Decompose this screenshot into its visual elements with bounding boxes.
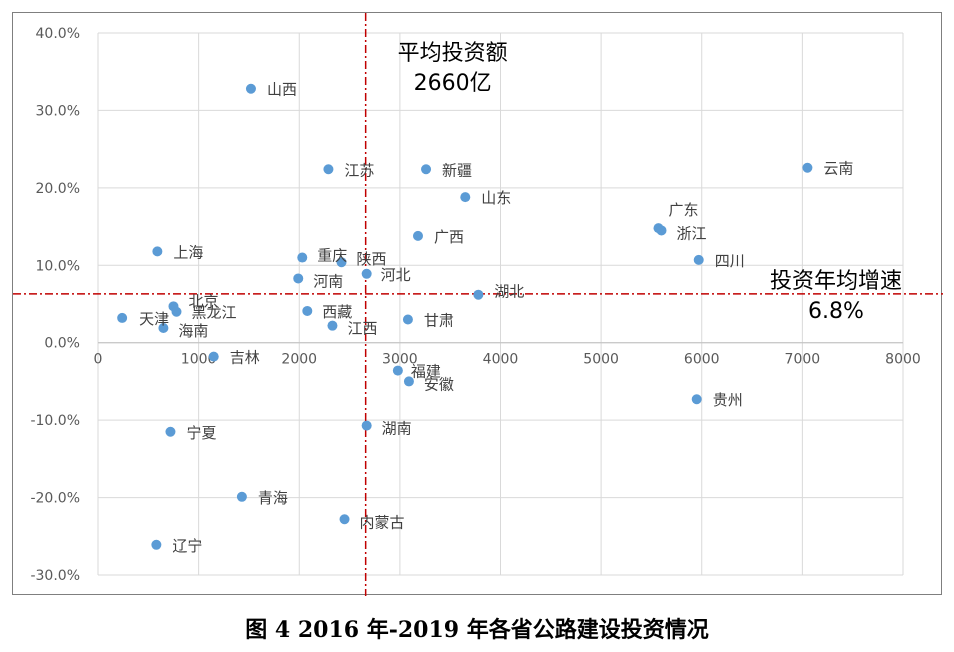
point-label: 河北 — [381, 266, 411, 284]
data-point — [293, 273, 304, 284]
data-points — [117, 83, 813, 550]
data-point — [403, 376, 414, 387]
average-growth-value: 6.8% — [808, 299, 864, 324]
data-point — [302, 305, 313, 316]
data-point — [323, 164, 334, 175]
data-point — [327, 320, 338, 331]
x-tick-label: 7000 — [785, 352, 821, 368]
point-label: 北京 — [188, 292, 218, 310]
y-tick-label: -30.0% — [30, 568, 80, 584]
x-tick-label: 2000 — [281, 352, 317, 368]
point-label: 河南 — [313, 272, 343, 290]
average-growth-title: 投资年均增速 — [770, 269, 902, 294]
axes: 40.0% 30.0% 20.0% 10.0% 0.0% -10.0% -20.0% -30.… — [30, 26, 920, 584]
point-label: 青海 — [258, 489, 288, 507]
point-label: 湖南 — [382, 420, 412, 438]
point-label: 浙江 — [677, 224, 707, 242]
point-label: 广西 — [434, 228, 464, 246]
reference-lines — [13, 13, 943, 596]
point-label: 上海 — [173, 243, 203, 261]
point-label: 山东 — [481, 189, 511, 207]
point-label: 江西 — [347, 320, 377, 338]
y-tick-label: 10.0% — [36, 258, 80, 274]
x-tick-label: 8000 — [885, 352, 921, 368]
data-point — [336, 257, 347, 268]
data-point — [297, 252, 308, 263]
data-point — [208, 351, 219, 362]
point-label: 天津 — [139, 310, 169, 328]
point-label: 黑龙江 — [191, 304, 236, 322]
y-tick-label: -20.0% — [30, 491, 80, 507]
average-investment-value: 2660亿 — [414, 71, 492, 96]
data-point — [392, 365, 403, 376]
data-point — [421, 164, 432, 175]
y-tick-label: 20.0% — [36, 181, 80, 197]
average-investment-title: 平均投资额 — [398, 41, 508, 66]
data-point — [245, 83, 256, 94]
point-label: 广东 — [668, 201, 698, 219]
data-point — [236, 491, 247, 502]
y-tick-label: 30.0% — [36, 103, 80, 119]
figure-caption: 图 4 2016 年-2019 年各省公路建设投资情况 — [245, 617, 709, 643]
x-tick-label: 4000 — [483, 352, 519, 368]
x-tick-label: 5000 — [583, 352, 619, 368]
data-point — [361, 420, 372, 431]
point-label: 贵州 — [713, 391, 743, 409]
data-point — [152, 246, 163, 257]
x-tick-label: 6000 — [684, 352, 720, 368]
point-label: 重庆 — [317, 247, 347, 265]
point-label: 甘肃 — [424, 311, 454, 329]
data-point — [361, 268, 372, 279]
point-label: 江苏 — [344, 161, 374, 179]
point-label: 吉林 — [230, 349, 260, 367]
point-label: 内蒙古 — [360, 513, 405, 531]
data-point — [339, 514, 350, 525]
point-label: 湖北 — [494, 283, 524, 301]
data-point — [473, 289, 484, 300]
x-tick-label: 3000 — [382, 352, 418, 368]
scatter-chart: 40.0% 30.0% 20.0% 10.0% 0.0% -10.0% -20.0% -30.… — [13, 13, 943, 596]
point-label: 山西 — [267, 81, 297, 99]
point-label: 西藏 — [322, 303, 352, 321]
point-label: 宁夏 — [186, 424, 216, 442]
data-point — [460, 192, 471, 203]
data-point — [656, 225, 667, 236]
data-point — [693, 254, 704, 265]
data-point — [158, 323, 169, 334]
data-point — [165, 426, 176, 437]
point-label: 云南 — [823, 160, 853, 178]
chart-frame: 40.0% 30.0% 20.0% 10.0% 0.0% -10.0% -20.0% -30.… — [12, 12, 943, 596]
x-tick-label: 0 — [94, 352, 103, 368]
point-label: 四川 — [715, 252, 745, 270]
point-label: 安徽 — [424, 375, 454, 393]
data-point — [802, 162, 813, 173]
y-tick-label: -10.0% — [30, 413, 80, 429]
y-tick-label: 40.0% — [36, 26, 80, 42]
data-point — [691, 394, 702, 405]
data-point — [412, 230, 423, 241]
y-tick-label: 0.0% — [44, 336, 80, 352]
x-tick-label: 1000 — [181, 352, 217, 368]
point-label: 陕西 — [357, 250, 387, 268]
data-point — [402, 314, 413, 325]
point-label: 福建 — [411, 363, 441, 381]
point-label: 海南 — [178, 322, 208, 340]
point-label: 新疆 — [442, 161, 472, 179]
data-point — [117, 312, 128, 323]
point-label: 辽宁 — [172, 537, 202, 555]
data-point — [171, 306, 182, 317]
data-point — [151, 539, 162, 550]
